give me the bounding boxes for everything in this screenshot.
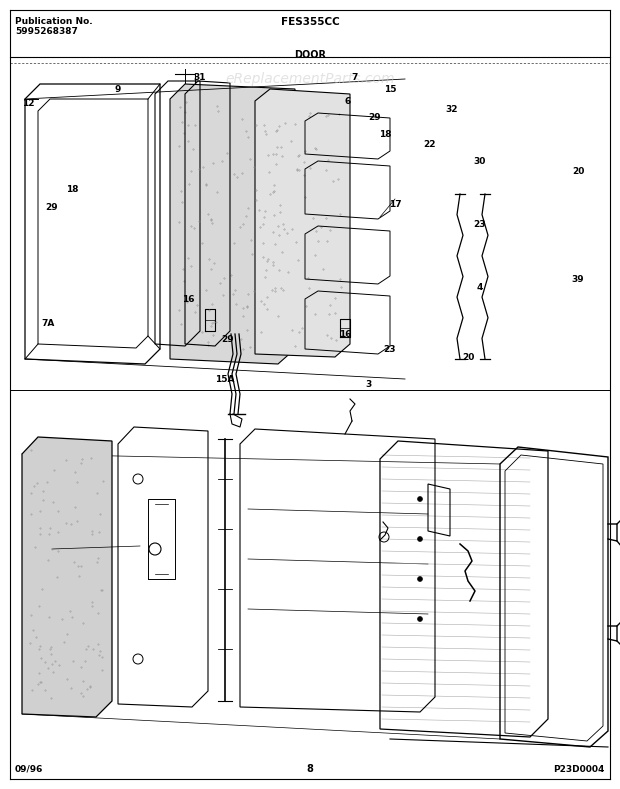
Text: 20: 20 xyxy=(572,166,584,175)
Text: DOOR: DOOR xyxy=(294,50,326,60)
Text: 22: 22 xyxy=(423,140,436,148)
Text: 15A: 15A xyxy=(215,375,235,383)
Text: 29: 29 xyxy=(222,335,234,343)
Text: 6: 6 xyxy=(345,96,351,106)
Text: 17: 17 xyxy=(389,200,401,208)
Text: 39: 39 xyxy=(572,275,584,283)
Polygon shape xyxy=(255,89,350,357)
Text: 3: 3 xyxy=(365,380,371,388)
Text: 18: 18 xyxy=(66,185,78,193)
Text: 7A: 7A xyxy=(42,319,55,327)
Text: 30: 30 xyxy=(474,156,486,166)
Text: 9: 9 xyxy=(115,84,121,94)
Text: P23D0004: P23D0004 xyxy=(554,765,605,774)
Text: 29: 29 xyxy=(369,113,381,122)
Text: 5995268387: 5995268387 xyxy=(15,27,78,36)
Text: 23: 23 xyxy=(474,219,486,229)
Text: 16: 16 xyxy=(339,330,352,338)
Text: 29: 29 xyxy=(46,203,58,211)
Text: 09/96: 09/96 xyxy=(15,765,43,774)
Text: 18: 18 xyxy=(379,129,391,139)
Circle shape xyxy=(417,616,422,622)
Circle shape xyxy=(417,537,422,541)
Text: 16: 16 xyxy=(182,294,194,304)
Text: 32: 32 xyxy=(446,104,458,114)
Text: 8: 8 xyxy=(306,764,314,774)
Text: 4: 4 xyxy=(477,282,483,291)
Text: 23: 23 xyxy=(384,345,396,353)
Text: 12: 12 xyxy=(22,99,34,107)
Circle shape xyxy=(417,577,422,581)
Text: eReplacementParts.com: eReplacementParts.com xyxy=(225,72,395,86)
Circle shape xyxy=(417,496,422,502)
Text: 20: 20 xyxy=(462,353,474,361)
Text: 15: 15 xyxy=(384,84,396,94)
Text: FES355CC: FES355CC xyxy=(281,17,339,27)
Text: 7: 7 xyxy=(352,73,358,81)
Text: Publication No.: Publication No. xyxy=(15,17,92,26)
Polygon shape xyxy=(22,437,112,717)
Polygon shape xyxy=(170,84,295,364)
Text: 31: 31 xyxy=(193,73,206,81)
